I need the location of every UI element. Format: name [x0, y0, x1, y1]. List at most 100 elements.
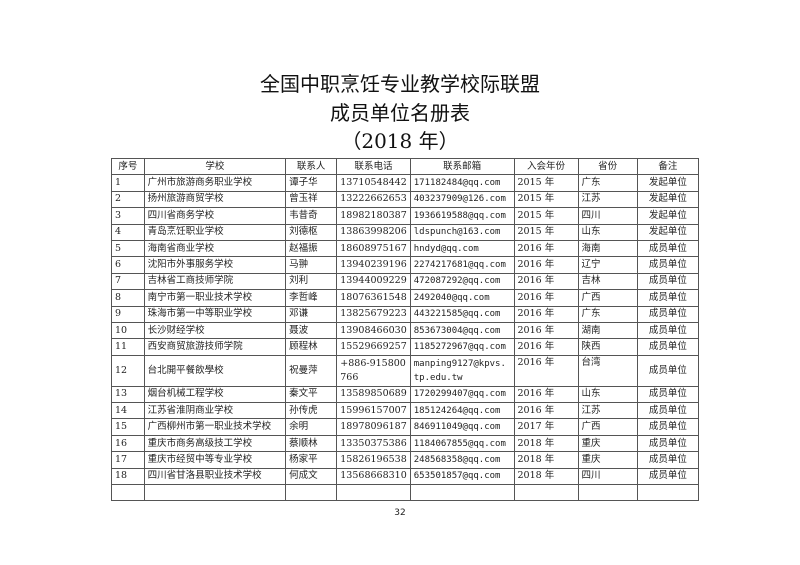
cell-remark: 成员单位	[636, 434, 700, 453]
cell-school: 长沙财经学校	[143, 321, 287, 340]
table-row: 4 青岛烹饪职业学校 刘德枢 13863998206 ldspunch@163.com 2…	[111, 223, 700, 241]
table-row: 2 扬州旅游商贸学校 曾玉祥 13222662653 403237909@126.com…	[111, 190, 700, 209]
cell-no: 14	[111, 402, 145, 420]
cell-join-year: 2016 年	[513, 305, 579, 323]
cell-province: 重庆	[577, 434, 638, 453]
page-number: 32	[394, 508, 406, 518]
cell-province: 江苏	[577, 190, 638, 209]
cell-email: 443221585@qq.com	[409, 305, 515, 323]
cell-no: 12	[111, 354, 145, 387]
column-header-province: 省份	[577, 157, 638, 176]
cell-email: ldspunch@163.com	[409, 223, 515, 241]
column-header-school: 学校	[143, 157, 287, 176]
table-row: 8 南宁市第一职业技术学校 李哲峰 18076361548 2492040@qq.com…	[111, 289, 700, 307]
table-row: 18 四川省甘洛县职业技术学校 何成文 13568668310 653501857@qq…	[111, 467, 700, 486]
cell-join-year: 2015 年	[513, 174, 579, 192]
cell-phone: 15529669257	[336, 338, 411, 356]
cell-remark: 成员单位	[636, 402, 700, 420]
cell-email: manping9127@kpvs.tp.edu.tw	[409, 354, 515, 387]
empty-cell	[285, 484, 338, 502]
cell-school: 扬州旅游商贸学校	[143, 190, 287, 209]
column-header-no: 序号	[111, 157, 145, 176]
cell-no: 7	[111, 272, 145, 291]
table-row: 13 烟台机械工程学校 秦文平 13589850689 1720299407@qq.co…	[111, 385, 700, 404]
cell-province: 广西	[577, 418, 638, 436]
cell-no: 2	[111, 190, 145, 209]
cell-remark: 发起单位	[636, 174, 700, 192]
cell-email: 1720299407@qq.com	[409, 385, 515, 404]
cell-no: 9	[111, 305, 145, 323]
cell-contact: 刘利	[285, 272, 338, 291]
cell-contact: 马翀	[285, 256, 338, 274]
cell-contact: 余明	[285, 418, 338, 436]
cell-email: 1185272967@qq.com	[409, 338, 515, 356]
cell-email: 2274217681@qq.com	[409, 256, 515, 274]
cell-province: 山东	[577, 385, 638, 404]
cell-remark: 成员单位	[636, 305, 700, 323]
cell-province: 湖南	[577, 321, 638, 340]
cell-remark: 成员单位	[636, 354, 700, 387]
cell-remark: 发起单位	[636, 190, 700, 209]
cell-join-year: 2015 年	[513, 207, 579, 225]
cell-join-year: 2015 年	[513, 223, 579, 241]
table-row: 5 海南省商业学校 赵福振 18608975167 hndyd@qq.com 2016 年…	[111, 239, 700, 258]
empty-cell	[143, 484, 287, 502]
cell-join-year: 2016 年	[513, 354, 579, 387]
cell-join-year: 2017 年	[513, 418, 579, 436]
cell-school: 南宁市第一职业技术学校	[143, 289, 287, 307]
table-row: 16 重庆市商务高级技工学校 蔡顺林 13350375386 1184067855@qq…	[111, 434, 700, 453]
cell-join-year: 2016 年	[513, 239, 579, 258]
cell-province: 吉林	[577, 272, 638, 291]
cell-remark: 成员单位	[636, 451, 700, 469]
cell-no: 13	[111, 385, 145, 404]
cell-phone: 13940239196	[336, 256, 411, 274]
cell-province: 辽宁	[577, 256, 638, 274]
table-row: 15 广西柳州市第一职业技术学校 余明 18978096187 846911049@qq…	[111, 418, 700, 436]
cell-school: 广西柳州市第一职业技术学校	[143, 418, 287, 436]
cell-province: 山东	[577, 223, 638, 241]
cell-contact: 曾玉祥	[285, 190, 338, 209]
cell-contact: 赵福振	[285, 239, 338, 258]
table-row: 12 台北開平餐飲學校 祝曼萍 +886-915800766 manping9127@k…	[111, 354, 700, 387]
cell-school: 重庆市商务高级技工学校	[143, 434, 287, 453]
cell-school: 烟台机械工程学校	[143, 385, 287, 404]
cell-contact: 秦文平	[285, 385, 338, 404]
cell-phone: 18982180387	[336, 207, 411, 225]
cell-email: hndyd@qq.com	[409, 239, 515, 258]
table-row: 1 广州市旅游商务职业学校 谭子华 13710548442 171182484@qq.c…	[111, 174, 700, 192]
cell-province: 重庆	[577, 451, 638, 469]
table-row: 17 重庆市经贸中等专业学校 杨家平 15826196538 248568358@qq.…	[111, 451, 700, 469]
cell-contact: 顾程林	[285, 338, 338, 356]
cell-province: 广东	[577, 305, 638, 323]
table-row: 7 吉林省工商技师学院 刘利 13944009229 472087292@qq.com 2…	[111, 272, 700, 291]
cell-no: 3	[111, 207, 145, 225]
cell-contact: 何成文	[285, 467, 338, 486]
cell-phone: 13863998206	[336, 223, 411, 241]
document-year: （2018 年）	[341, 129, 459, 153]
column-header-join-year: 入会年份	[513, 157, 579, 176]
cell-email: 846911049@qq.com	[409, 418, 515, 436]
empty-cell	[513, 484, 579, 502]
cell-remark: 成员单位	[636, 272, 700, 291]
cell-no: 11	[111, 338, 145, 356]
cell-phone: 15996157007	[336, 402, 411, 420]
empty-cell	[636, 484, 700, 502]
cell-join-year: 2016 年	[513, 338, 579, 356]
cell-contact: 韦昔奇	[285, 207, 338, 225]
cell-phone: 13908466030	[336, 321, 411, 340]
table-row: 6 沈阳市外事服务学校 马翀 13940239196 2274217681@qq.com…	[111, 256, 700, 274]
cell-province: 海南	[577, 239, 638, 258]
cell-no: 1	[111, 174, 145, 192]
member-table: 序号 学校 联系人 联系电话 联系邮箱 入会年份 省份 备注 1 广州市旅游商务职业学校 谭子华 1…	[111, 157, 700, 502]
cell-email: 248568358@qq.com	[409, 451, 515, 469]
cell-remark: 成员单位	[636, 321, 700, 340]
cell-contact: 谭子华	[285, 174, 338, 192]
cell-school: 吉林省工商技师学院	[143, 272, 287, 291]
cell-remark: 发起单位	[636, 207, 700, 225]
empty-cell	[577, 484, 638, 502]
cell-school: 沈阳市外事服务学校	[143, 256, 287, 274]
cell-contact: 杨家平	[285, 451, 338, 469]
cell-email: 2492040@qq.com	[409, 289, 515, 307]
cell-phone: 15826196538	[336, 451, 411, 469]
cell-email: 171182484@qq.com	[409, 174, 515, 192]
